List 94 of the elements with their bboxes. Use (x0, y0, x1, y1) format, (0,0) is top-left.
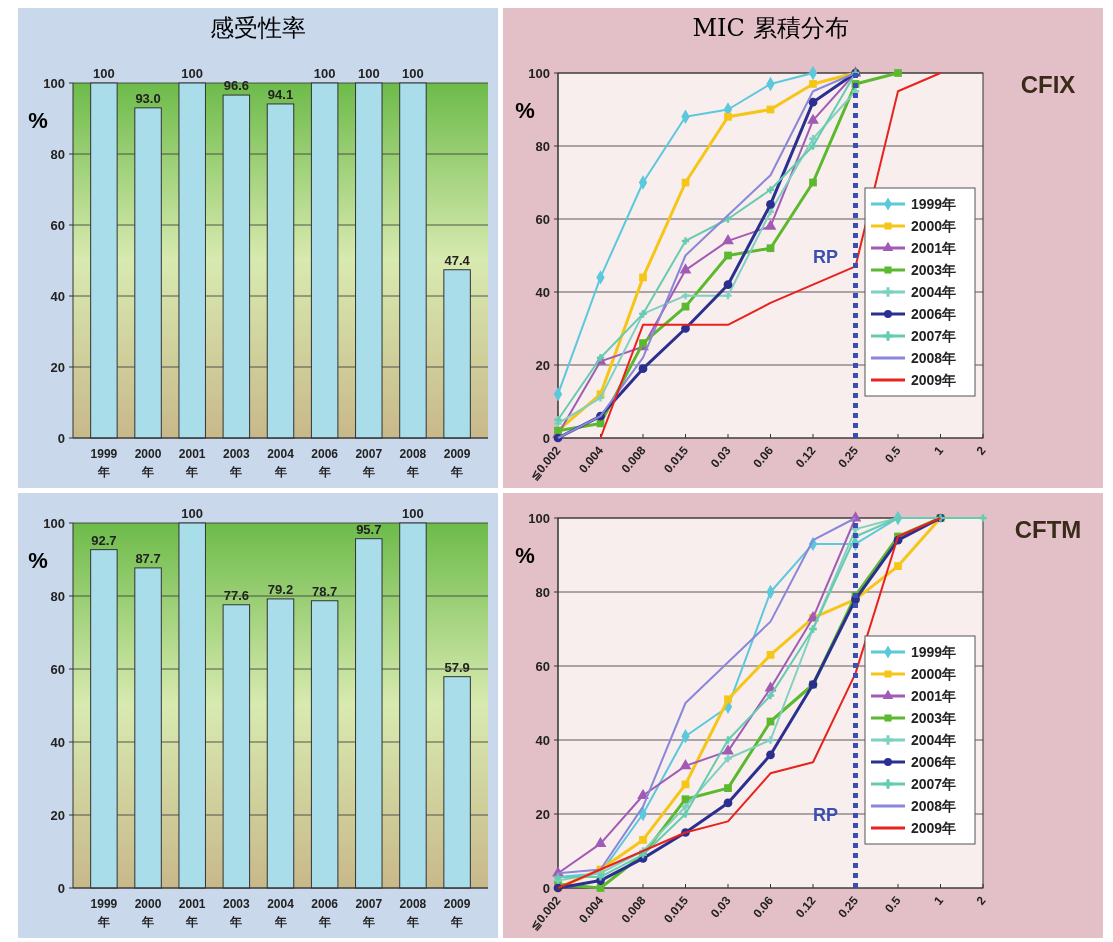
x-tick-label: 2007 年 (355, 897, 383, 929)
data-label: 96.6 (223, 78, 250, 94)
x-tick-label: 2009 年 (443, 897, 471, 929)
legend-label: 2003年 (911, 261, 957, 278)
x-tick-label: 0.5 (882, 893, 904, 916)
y-tick-label: 60 (535, 211, 550, 227)
data-label: 57.9 (444, 659, 470, 675)
y-tick-label: 60 (50, 217, 65, 233)
x-tick-label: 2006 年 (311, 897, 339, 929)
legend-label: 2009年 (911, 819, 957, 836)
y-tick-label: 0 (57, 880, 65, 896)
data-label: 92.7 (91, 532, 117, 548)
legend-label: 2004年 (911, 283, 957, 300)
data-label: 77.6 (223, 587, 250, 603)
x-tick-label: 2008 年 (399, 447, 427, 479)
legend-label: 1999年 (911, 195, 957, 212)
legend-label: 2007年 (911, 775, 957, 792)
y-tick-label: 40 (535, 732, 550, 748)
x-tick-label: 1 (930, 443, 947, 458)
x-tick-label: 2008 年 (399, 897, 427, 929)
y-tick-label: 100 (43, 75, 65, 91)
x-tick-label: 2001 年 (178, 447, 206, 479)
x-tick-label: 2006 年 (311, 447, 339, 479)
ref-line-label: RP (812, 246, 839, 267)
data-label: 100 (402, 506, 424, 521)
legend-label: 2008年 (911, 349, 957, 366)
legend-label: 2009年 (911, 371, 957, 388)
y-axis-title: % (28, 548, 48, 573)
y-axis-title: % (515, 543, 535, 568)
y-tick-label: 80 (50, 146, 65, 162)
y-tick-label: 20 (50, 807, 65, 823)
legend-label: 2004年 (911, 731, 957, 748)
y-tick-label: 40 (535, 284, 550, 300)
data-label: 100 (313, 66, 336, 81)
x-tick-label: 2009 年 (443, 447, 471, 479)
y-axis-title: % (515, 98, 535, 123)
data-label: 79.2 (267, 581, 294, 597)
y-tick-label: 20 (50, 359, 65, 375)
legend-label: 2006年 (911, 753, 957, 770)
legend-label: 2000年 (911, 665, 957, 682)
legend-label: 2006年 (911, 305, 957, 322)
data-label: 94.1 (267, 86, 294, 102)
y-tick-label: 100 (43, 515, 65, 531)
data-label: 100 (93, 66, 115, 81)
x-tick-label: 2003 年 (223, 897, 251, 929)
text: CFIX (1020, 71, 1076, 98)
data-label: 100 (181, 66, 204, 81)
y-tick-label: 60 (50, 661, 65, 677)
y-tick-label: 40 (50, 734, 65, 750)
legend-label: 1999年 (911, 643, 957, 660)
legend-label: 2001年 (911, 687, 957, 704)
legend-label: 2000年 (911, 217, 957, 234)
chart-title: MIC 累積分布 (692, 14, 849, 42)
legend-label: 2003年 (911, 709, 957, 726)
data-label: 47.4 (444, 252, 471, 268)
text: CFTM (1014, 516, 1082, 543)
data-label: 100 (402, 66, 424, 81)
y-tick-label: 80 (535, 584, 550, 600)
y-tick-label: 0 (542, 880, 550, 896)
x-tick-label: 1999 年 (90, 897, 118, 929)
x-tick-label: 2000 年 (134, 897, 162, 929)
legend-label: 2008年 (911, 797, 957, 814)
y-tick-label: 0 (57, 430, 65, 446)
data-label: 93.0 (135, 90, 161, 106)
x-tick-label: 0.5 (882, 443, 904, 466)
y-tick-label: 80 (50, 588, 65, 604)
y-tick-label: 0 (542, 430, 550, 446)
y-tick-label: 100 (528, 65, 550, 81)
x-tick-label: 2000 年 (134, 447, 162, 479)
y-axis-title: % (28, 108, 48, 133)
ref-line-label: RP (812, 805, 839, 826)
x-tick-label: 1999 年 (90, 447, 118, 479)
data-label: 100 (357, 66, 380, 81)
x-tick-label: 2004 年 (267, 447, 295, 479)
y-tick-label: 80 (535, 138, 550, 154)
y-tick-label: 20 (535, 357, 550, 373)
legend-label: 2001年 (911, 239, 957, 256)
data-label: 78.7 (311, 583, 338, 599)
y-tick-label: 60 (535, 658, 550, 674)
data-label: 87.7 (135, 550, 161, 566)
x-tick-label: 2007 年 (355, 447, 383, 479)
x-tick-label: 2003 年 (223, 447, 251, 479)
x-tick-label: 1 (930, 893, 947, 908)
chart-title: 感受性率 (210, 14, 306, 42)
legend-label: 2007年 (911, 327, 957, 344)
y-tick-label: 40 (50, 288, 65, 304)
x-tick-label: 2001 年 (178, 897, 206, 929)
data-label: 95.7 (356, 521, 382, 537)
data-label: 100 (181, 506, 204, 521)
x-tick-label: 2 (973, 443, 989, 458)
x-tick-label: 2004 年 (267, 897, 295, 929)
y-tick-label: 20 (535, 806, 550, 822)
y-tick-label: 100 (528, 510, 550, 526)
x-tick-label: 2 (973, 893, 989, 908)
